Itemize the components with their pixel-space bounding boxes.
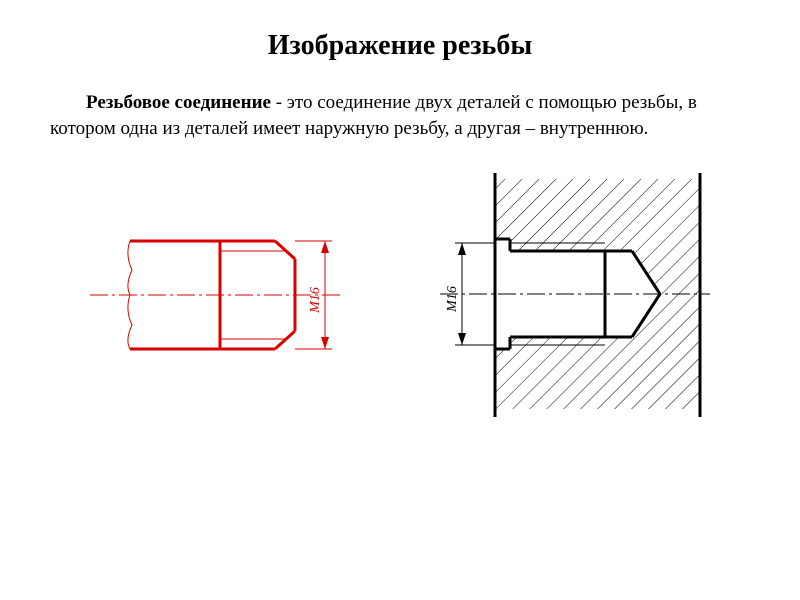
- definition-paragraph: Резьбовое соединение - это соединение дв…: [50, 90, 750, 141]
- page-title: Изображение резьбы: [50, 30, 750, 62]
- dim-arrow-top: [321, 241, 329, 253]
- chamfer-bottom: [275, 331, 295, 349]
- dim-arrow-bottom: [321, 337, 329, 349]
- dim-arrow-top: [458, 243, 466, 255]
- dim-label: М16: [308, 287, 323, 314]
- figure-internal-thread: М16: [400, 165, 730, 425]
- figures-row: М16: [50, 165, 750, 425]
- dim-label: М16: [445, 286, 460, 313]
- dim-arrow-bottom: [458, 333, 466, 345]
- term-bold: Резьбовое соединение: [86, 92, 271, 113]
- figure-external-thread: М16: [70, 185, 370, 405]
- chamfer-top: [275, 241, 295, 259]
- slide: Изображение резьбы Резьбовое соединение …: [0, 0, 800, 600]
